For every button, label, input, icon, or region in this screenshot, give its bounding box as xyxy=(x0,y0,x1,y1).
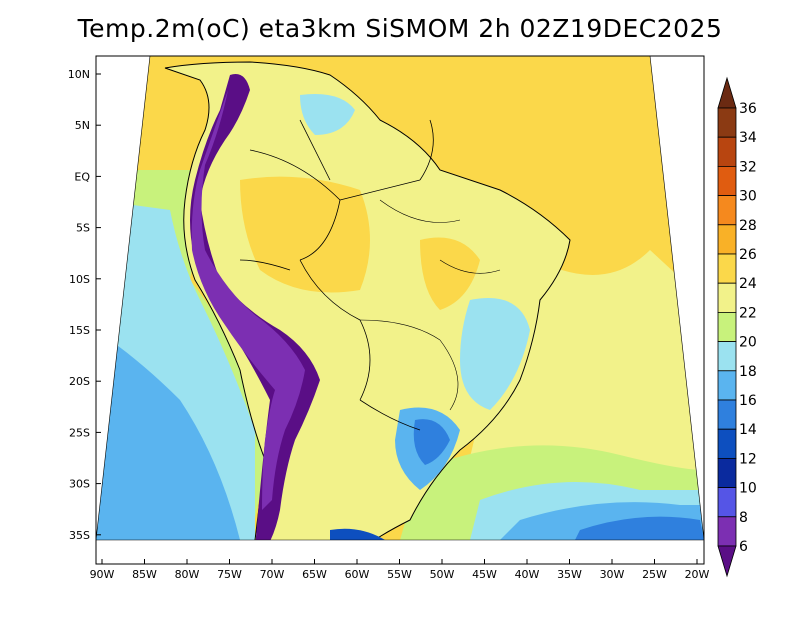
northeast-warm xyxy=(420,237,480,310)
lat-label: EQ xyxy=(74,170,90,183)
lat-label: 5N xyxy=(75,119,90,132)
minas-highlands xyxy=(460,298,530,410)
colorbar-label: 30 xyxy=(739,189,757,205)
colorbar-label: 18 xyxy=(739,364,757,380)
colorbar-swatch xyxy=(717,253,737,284)
state-borders xyxy=(359,199,501,411)
colorbar-label: 24 xyxy=(739,276,757,292)
colorbar-label: 28 xyxy=(739,218,757,234)
lon-label: 55W xyxy=(387,568,412,581)
colorbar-swatch xyxy=(717,428,737,459)
colorbar-swatch xyxy=(717,399,737,430)
colorbar-label: 10 xyxy=(739,481,757,497)
lon-label: 75W xyxy=(217,568,242,581)
colorbar-label: 16 xyxy=(739,393,757,409)
lat-label: 10S xyxy=(69,273,90,286)
colorbar-swatch xyxy=(717,457,737,488)
lon-label: 85W xyxy=(132,568,157,581)
andes-foothills xyxy=(191,90,305,510)
lon-label: 50W xyxy=(430,568,455,581)
lon-label: 30W xyxy=(600,568,625,581)
amazon-warm xyxy=(240,176,370,293)
colorbar-swatch xyxy=(717,195,737,226)
lat-label: 30S xyxy=(69,478,90,491)
colorbar-swatch xyxy=(717,516,737,547)
lon-label: 35W xyxy=(557,568,582,581)
lat-label: 25S xyxy=(69,426,90,439)
colorbar-swatch xyxy=(717,311,737,342)
colorbar-bottom-arrow xyxy=(717,545,737,578)
lon-label: 25W xyxy=(642,568,667,581)
colorbar-label: 6 xyxy=(739,539,748,555)
colorbar-swatch xyxy=(717,165,737,196)
lat-label: 15S xyxy=(69,324,90,337)
colorbar-swatch xyxy=(717,487,737,518)
longitude-axis: 90W 85W 80W 75W 70W 65W 60W 55W 50W 45W 40W 35W 30W 2… xyxy=(90,559,710,581)
colorbar: 36 34 32 30 28 26 24 22 20 18 16 14 12 10 8 6 xyxy=(717,76,757,578)
colorbar-label: 36 xyxy=(739,101,757,117)
colorbar-label: 20 xyxy=(739,335,757,351)
colorbar-swatch xyxy=(717,224,737,255)
lon-label: 40W xyxy=(515,568,540,581)
lon-label: 70W xyxy=(260,568,285,581)
colorbar-label: 26 xyxy=(739,247,757,263)
colorbar-swatch xyxy=(717,107,737,138)
lon-label: 65W xyxy=(302,568,327,581)
lon-label: 45W xyxy=(472,568,497,581)
lat-label: 10N xyxy=(68,68,90,81)
lon-label: 90W xyxy=(90,568,115,581)
map-field xyxy=(96,56,704,540)
colorbar-label: 34 xyxy=(739,130,757,146)
colorbar-top-arrow xyxy=(717,76,737,109)
lon-label: 60W xyxy=(345,568,370,581)
colorbar-label: 12 xyxy=(739,451,757,467)
pacific-cold xyxy=(96,330,240,540)
latitude-axis: 10N 5N EQ 5S 10S 15S 20S 25S 30S 35S xyxy=(68,68,101,542)
colorbar-swatch xyxy=(717,282,737,313)
andes-cold-band xyxy=(190,74,320,540)
map-title: Temp.2m(oC) eta3km SiSMOM 2h 02Z19DEC202… xyxy=(77,14,723,43)
colorbar-label: 22 xyxy=(739,305,757,321)
colorbar-swatch xyxy=(717,136,737,167)
lat-label: 5S xyxy=(76,222,90,235)
colorbar-label: 14 xyxy=(739,422,757,438)
colorbar-swatch xyxy=(717,370,737,401)
lat-label: 35S xyxy=(69,529,90,542)
lat-label: 20S xyxy=(69,375,90,388)
colorbar-swatch xyxy=(717,341,737,372)
colorbar-label: 32 xyxy=(739,159,757,175)
south-brazil-cold xyxy=(413,419,450,465)
guiana-highlands xyxy=(300,94,355,135)
colorbar-label: 8 xyxy=(739,510,748,526)
lon-label: 80W xyxy=(175,568,200,581)
ocean-coldest-band xyxy=(575,516,704,540)
argentina-coast-cold xyxy=(330,528,385,540)
country-borders xyxy=(239,119,434,431)
lon-label: 20W xyxy=(685,568,710,581)
